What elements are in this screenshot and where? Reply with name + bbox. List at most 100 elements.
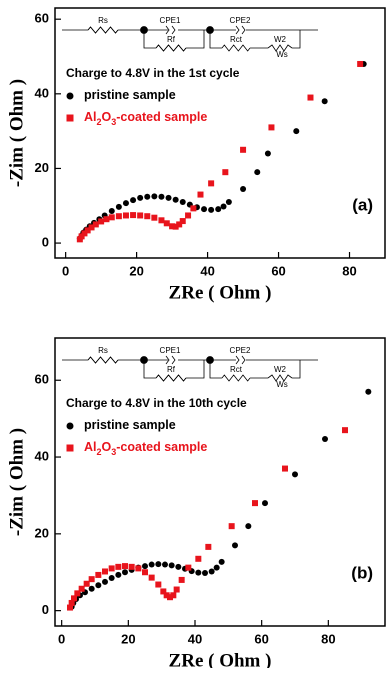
circuit-label: W2 <box>274 35 287 44</box>
annotation: Charge to 4.8V in the 1st cycle <box>66 66 240 80</box>
data-point <box>162 561 168 568</box>
x-tick-label: 60 <box>254 631 268 646</box>
circuit-label: Rs <box>98 16 108 25</box>
x-tick-label: 80 <box>321 631 335 646</box>
data-point <box>67 604 73 611</box>
circuit-label: W2 <box>274 365 287 374</box>
circuit-label: Rs <box>98 346 108 355</box>
resistor-rf <box>155 44 187 52</box>
data-point <box>357 60 364 67</box>
circuit-node <box>140 26 148 34</box>
data-point <box>148 574 155 581</box>
legend-marker <box>66 444 74 452</box>
data-point <box>190 205 197 212</box>
data-point <box>185 212 192 219</box>
warburg <box>267 374 293 382</box>
circuit-label: CPE2 <box>230 16 251 25</box>
data-point <box>175 563 182 570</box>
legend-marker <box>66 422 74 430</box>
y-tick-label: 20 <box>35 525 49 540</box>
data-point <box>222 169 229 176</box>
data-point <box>78 585 85 592</box>
data-point <box>178 576 185 583</box>
data-point <box>122 563 128 570</box>
data-point <box>322 435 328 442</box>
data-point <box>173 586 180 593</box>
data-point <box>84 227 91 234</box>
data-point <box>130 197 137 204</box>
data-point <box>205 543 212 550</box>
resistor-rf <box>155 374 187 382</box>
data-point <box>268 124 275 131</box>
data-point <box>365 388 372 395</box>
data-point <box>185 564 192 571</box>
panel-label: (b) <box>351 563 373 582</box>
data-point <box>142 563 148 570</box>
data-point <box>122 569 128 576</box>
data-point <box>108 565 115 572</box>
data-point <box>208 180 215 187</box>
annotation: Charge to 4.8V in the 10th cycle <box>66 396 247 410</box>
data-point <box>176 221 183 228</box>
data-point <box>208 206 215 213</box>
data-point <box>103 216 110 223</box>
data-point <box>155 561 162 568</box>
data-point <box>215 206 222 213</box>
data-point <box>170 592 177 599</box>
legend-marker <box>66 114 74 122</box>
plot-frame <box>54 337 386 627</box>
data-point <box>98 218 105 225</box>
data-point <box>228 523 235 530</box>
data-point <box>115 563 122 570</box>
data-point <box>135 565 142 572</box>
data-point <box>179 199 186 206</box>
data-point <box>88 224 95 231</box>
x-tick-label: 20 <box>129 263 143 278</box>
data-point <box>165 194 172 201</box>
data-point <box>167 594 173 601</box>
panel-label: (a) <box>352 195 373 214</box>
x-tick-label: 0 <box>58 631 65 646</box>
data-point <box>254 169 261 176</box>
circuit-label: Rf <box>167 35 176 44</box>
circuit-node <box>140 356 148 364</box>
legend-marker <box>66 92 74 100</box>
data-point <box>293 128 300 135</box>
data-point <box>262 500 268 507</box>
resistor-rct <box>221 374 251 382</box>
x-tick-label: 40 <box>188 631 202 646</box>
circuit-label: Rct <box>230 365 243 374</box>
data-point <box>144 193 151 200</box>
data-point <box>137 212 144 219</box>
data-point <box>92 221 99 228</box>
circuit-wire <box>62 356 318 364</box>
data-point <box>213 564 220 571</box>
data-point <box>158 193 165 200</box>
legend-label: pristine sample <box>84 88 176 102</box>
data-point <box>197 191 204 198</box>
data-point <box>240 146 247 153</box>
data-point <box>179 218 186 225</box>
data-point <box>115 203 122 210</box>
resistor-rct <box>221 44 251 52</box>
circuit-inset <box>62 355 318 382</box>
data-point <box>122 200 129 207</box>
circuit-label: Rf <box>167 365 176 374</box>
data-point <box>108 575 115 581</box>
data-point <box>245 523 252 530</box>
data-point <box>102 568 108 575</box>
data-point <box>160 588 167 595</box>
cpe2 <box>235 355 246 365</box>
y-tick-label: 20 <box>35 160 49 175</box>
data-point <box>264 150 271 157</box>
resistor-rs <box>87 26 119 34</box>
y-tick-label: 40 <box>35 448 49 463</box>
data-point <box>172 223 179 230</box>
data-point <box>307 94 314 101</box>
data-point <box>208 568 215 575</box>
circuit-label: CPE1 <box>160 16 181 25</box>
data-point <box>155 581 162 588</box>
circuit-label: Rct <box>230 35 243 44</box>
cpe1 <box>165 355 176 365</box>
